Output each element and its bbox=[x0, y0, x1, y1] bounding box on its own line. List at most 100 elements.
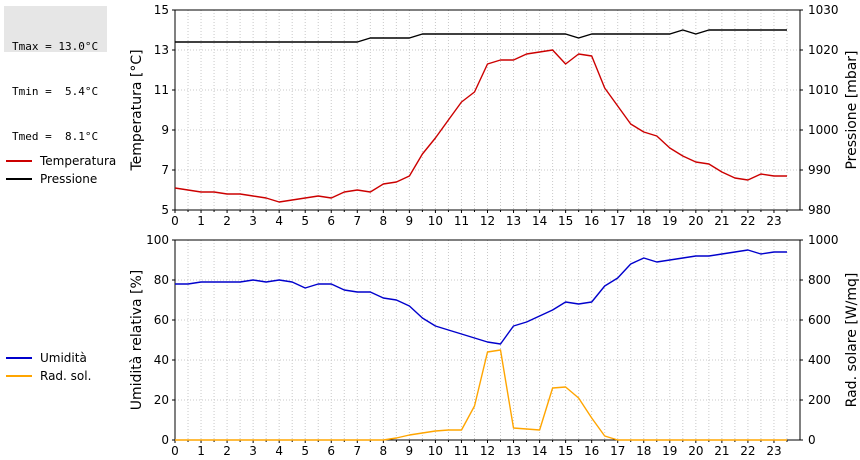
legend-label-pressione: Pressione bbox=[40, 172, 98, 186]
x-tick-label: 9 bbox=[406, 214, 414, 228]
chart-panel-2: 0 1 2 3 4 5 6 7 8 9 10 11 12 13 14 15 16 17 18 19 20 21 22 2302… bbox=[129, 233, 860, 458]
legend-item-temperatura: Temperatura bbox=[6, 152, 116, 170]
x-tick-label: 16 bbox=[584, 214, 599, 228]
x-tick-label: 15 bbox=[558, 214, 573, 228]
x-tick-label: 13 bbox=[506, 444, 521, 458]
x-tick-label: 5 bbox=[301, 444, 309, 458]
legend-item-pressione: Pressione bbox=[6, 170, 116, 188]
tmax-text: Tmax = 13.0°C bbox=[12, 40, 99, 53]
y2-axis-title: Pressione [mbar] bbox=[844, 50, 860, 169]
legend-item-radsol: Rad. sol. bbox=[6, 367, 91, 385]
x-tick-label: 21 bbox=[714, 214, 729, 228]
legend-label-temperatura: Temperatura bbox=[40, 154, 117, 168]
series-line-umidit bbox=[175, 249, 787, 345]
y2-tick-label: 1000 bbox=[808, 123, 839, 137]
y-tick-label: 13 bbox=[154, 43, 169, 57]
legend-label-radsol: Rad. sol. bbox=[40, 369, 92, 383]
y-axis-title: Temperatura [°C] bbox=[129, 49, 145, 171]
y-axis-title: Umidità relativa [%] bbox=[129, 270, 145, 411]
x-tick-label: 5 bbox=[301, 214, 309, 228]
x-tick-label: 15 bbox=[558, 444, 573, 458]
legend-item-umidita: Umidità bbox=[6, 349, 91, 367]
x-tick-label: 19 bbox=[662, 444, 677, 458]
x-tick-label: 8 bbox=[380, 444, 388, 458]
x-tick-label: 14 bbox=[532, 214, 547, 228]
legend-swatch-temperatura bbox=[6, 160, 32, 162]
x-tick-label: 1 bbox=[197, 214, 205, 228]
x-tick-label: 10 bbox=[428, 214, 443, 228]
x-tick-label: 2 bbox=[223, 214, 231, 228]
x-tick-label: 22 bbox=[740, 214, 755, 228]
y2-tick-label: 0 bbox=[808, 433, 816, 447]
x-tick-label: 23 bbox=[766, 214, 781, 228]
legend-swatch-radsol bbox=[6, 375, 32, 377]
legend-top: Temperatura Pressione bbox=[6, 152, 116, 188]
series-line-pressione bbox=[175, 29, 787, 43]
x-tick-label: 0 bbox=[171, 444, 179, 458]
x-tick-label: 12 bbox=[480, 214, 495, 228]
y-tick-label: 9 bbox=[161, 123, 169, 137]
y2-tick-label: 980 bbox=[808, 203, 831, 217]
x-tick-label: 1 bbox=[197, 444, 205, 458]
y-tick-label: 5 bbox=[161, 203, 169, 217]
x-tick-label: 6 bbox=[327, 444, 335, 458]
x-tick-label: 22 bbox=[740, 444, 755, 458]
y-tick-label: 100 bbox=[146, 233, 169, 247]
x-tick-label: 21 bbox=[714, 444, 729, 458]
x-tick-label: 17 bbox=[610, 214, 625, 228]
x-tick-label: 2 bbox=[223, 444, 231, 458]
x-tick-label: 16 bbox=[584, 444, 599, 458]
y-tick-label: 0 bbox=[161, 433, 169, 447]
x-tick-label: 20 bbox=[688, 214, 703, 228]
y2-tick-label: 990 bbox=[808, 163, 831, 177]
y2-tick-label: 600 bbox=[808, 313, 831, 327]
x-tick-label: 11 bbox=[454, 444, 469, 458]
legend-swatch-umidita bbox=[6, 357, 32, 359]
y2-tick-label: 1000 bbox=[808, 233, 839, 247]
x-tick-label: 8 bbox=[380, 214, 388, 228]
x-tick-label: 3 bbox=[249, 444, 257, 458]
x-tick-label: 6 bbox=[327, 214, 335, 228]
x-tick-label: 4 bbox=[275, 214, 283, 228]
y2-tick-label: 800 bbox=[808, 273, 831, 287]
x-tick-label: 3 bbox=[249, 214, 257, 228]
legend-label-umidita: Umidità bbox=[40, 351, 87, 365]
y-tick-label: 60 bbox=[154, 313, 169, 327]
y2-tick-label: 1030 bbox=[808, 3, 839, 17]
x-tick-label: 10 bbox=[428, 444, 443, 458]
y2-tick-label: 400 bbox=[808, 353, 831, 367]
x-tick-label: 17 bbox=[610, 444, 625, 458]
y-tick-label: 40 bbox=[154, 353, 169, 367]
x-tick-label: 19 bbox=[662, 214, 677, 228]
x-tick-label: 13 bbox=[506, 214, 521, 228]
x-tick-label: 18 bbox=[636, 444, 651, 458]
x-tick-label: 20 bbox=[688, 444, 703, 458]
legend-bottom: Umidità Rad. sol. bbox=[6, 349, 91, 385]
legend-swatch-pressione bbox=[6, 178, 32, 180]
y2-tick-label: 1020 bbox=[808, 43, 839, 57]
x-tick-label: 7 bbox=[353, 214, 361, 228]
x-tick-label: 4 bbox=[275, 444, 283, 458]
x-tick-label: 11 bbox=[454, 214, 469, 228]
chart-panel-1: 0 1 2 3 4 5 6 7 8 9 10 11 12 13 14 15 16 17 18 19 20 21 22 2357… bbox=[129, 3, 860, 228]
y-tick-label: 15 bbox=[154, 3, 169, 17]
tmin-text: Tmin = 5.4°C bbox=[12, 85, 99, 98]
y-tick-label: 7 bbox=[161, 163, 169, 177]
tmed-text: Tmed = 8.1°C bbox=[12, 130, 99, 143]
series-line-rad-sol bbox=[175, 349, 787, 441]
x-tick-label: 23 bbox=[766, 444, 781, 458]
y-tick-label: 20 bbox=[154, 393, 169, 407]
x-tick-label: 14 bbox=[532, 444, 547, 458]
stats-box: Tmax = 13.0°C Tmin = 5.4°C Tmed = 8.1°C bbox=[4, 6, 107, 143]
x-tick-label: 0 bbox=[171, 214, 179, 228]
y2-axis-title: Rad. solare [W/mq] bbox=[844, 273, 860, 408]
y2-tick-label: 200 bbox=[808, 393, 831, 407]
x-tick-label: 12 bbox=[480, 444, 495, 458]
x-tick-label: 7 bbox=[353, 444, 361, 458]
y2-tick-label: 1010 bbox=[808, 83, 839, 97]
x-tick-label: 18 bbox=[636, 214, 651, 228]
y-tick-label: 80 bbox=[154, 273, 169, 287]
series-line-temperatura bbox=[174, 49, 787, 203]
y-tick-label: 11 bbox=[154, 83, 169, 97]
